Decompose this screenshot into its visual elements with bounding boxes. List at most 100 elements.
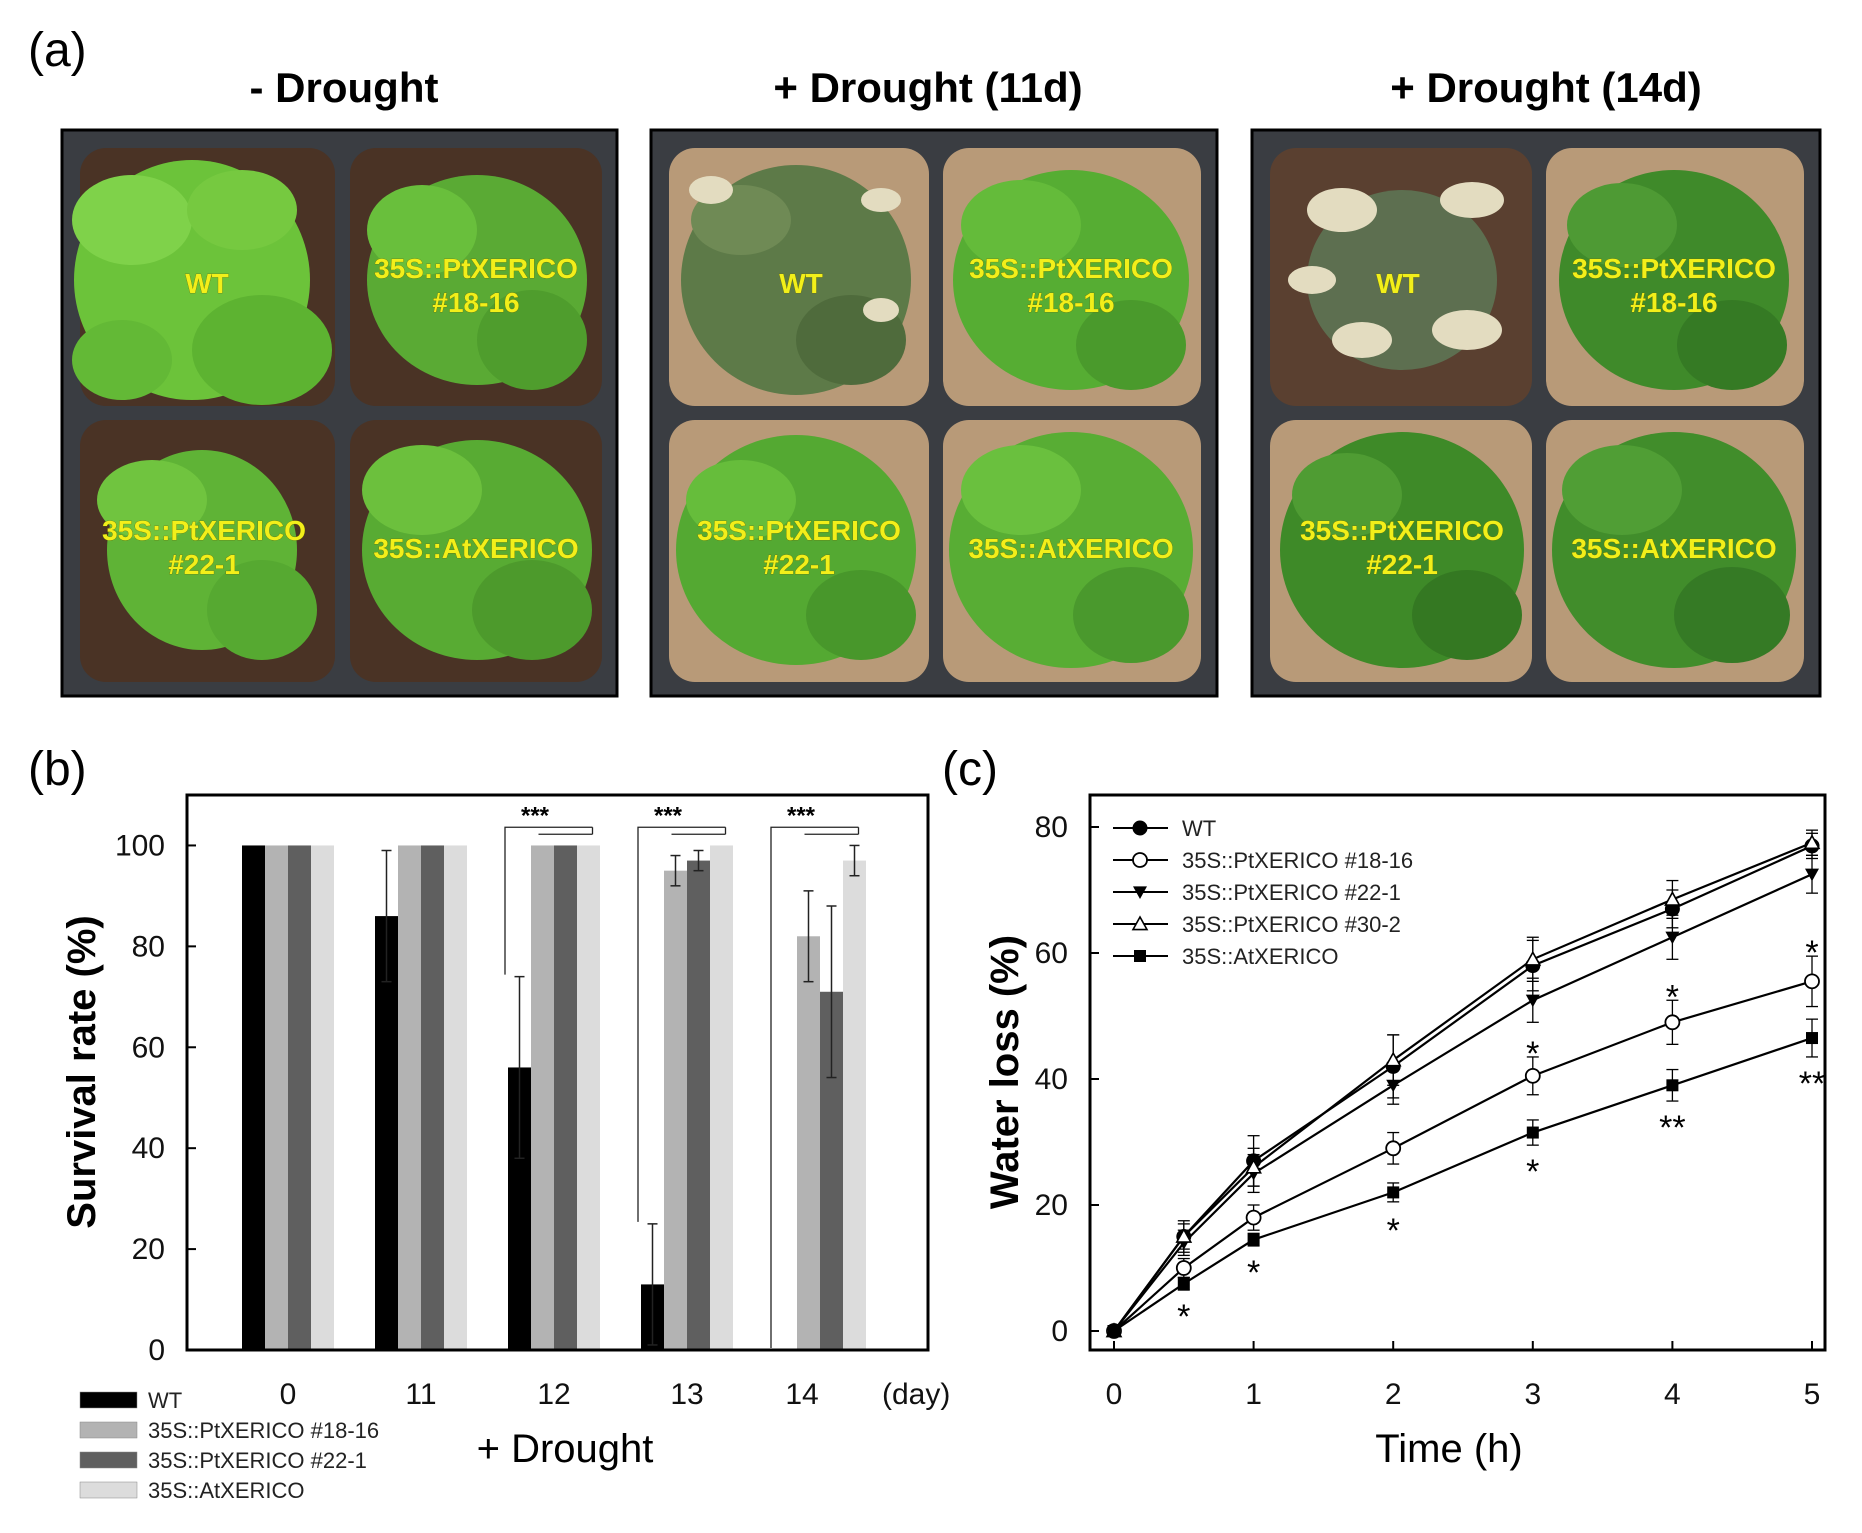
plant-label-pt22-line1: 35S::PtXERICO [102,515,306,546]
legend-label: 35S::AtXERICO [1182,944,1339,969]
legend-swatch [79,1451,138,1469]
photo-drought-11d: WT 35S::PtXERICO #18-16 35S::PtXERICO #2… [649,128,1219,698]
legend-swatch [79,1421,138,1439]
bar-35s-ptxerico-22-1-day-12 [554,845,577,1350]
marker-35s-atxerico [1247,1233,1260,1246]
significance-bracket [770,826,859,1348]
x-unit-label: (day) [882,1378,950,1411]
y-tick-label: 60 [1035,937,1068,970]
y-tick-label: 20 [1035,1189,1068,1222]
plant-label-pt22-line1: 35S::PtXERICO [697,515,901,546]
legend-marker [1131,915,1149,931]
plant-label-at: 35S::AtXERICO [373,533,578,564]
x-tick-label: 5 [1804,1378,1821,1411]
photo-drought-14d: WT 35S::PtXERICO #18-16 35S::PtXERICO #2… [1250,128,1822,698]
significance-star: * [1666,978,1679,1016]
legend-marker [1134,950,1146,962]
x-tick-label: 11 [405,1378,436,1411]
legend-label: 35S::PtXERICO #30-2 [1182,912,1401,937]
marker-35s-ptxerico-18-16 [1804,973,1820,990]
bar-35s-ptxerico-22-1-day-13 [687,860,710,1350]
marker-35s-atxerico [1108,1325,1120,1337]
panel-b: (b) *** *** *** 0 20 40 60 80 100 0 11 12 13 14 (da… [28,743,950,1503]
x-tick-label: 14 [785,1378,818,1411]
bar-35s-ptxerico-18-16-day-11 [398,845,421,1350]
plant-foliage [676,165,1193,668]
photo-no-drought: WT 35S::PtXERICO #18-16 35S::PtXERICO #2… [60,128,619,698]
significance-star: * [1526,1035,1539,1073]
y-tick-label: 60 [132,1031,165,1064]
marker-35s-ptxerico-22-1 [1386,1079,1401,1093]
y-axis-ticks: 0 20 40 60 80 [1035,811,1099,1348]
marker-35s-ptxerico-18-16 [1245,1209,1262,1226]
significance-label: *** [787,802,816,829]
marker-35s-atxerico [1387,1186,1400,1199]
panel-c-letter: (c) [942,743,998,796]
marker-35s-ptxerico-18-16 [1175,1260,1192,1276]
plant-label-at: 35S::AtXERICO [1571,533,1776,564]
legend-label: 35S::PtXERICO #22-1 [148,1448,367,1473]
water-loss-significance: *********** [1177,934,1825,1336]
x-axis-title: + Drought [477,1427,654,1471]
significance-star: * [1177,1298,1190,1336]
y-tick-label: 80 [132,930,165,963]
bar-35s-ptxerico-18-16-day-0 [265,845,288,1350]
marker-35s-ptxerico-30-2 [1524,950,1542,966]
legend-marker [1132,852,1148,868]
plant-label-pt22-line2: #22-1 [168,549,240,580]
panel-b-letter: (b) [28,743,87,796]
bar-wt-day-11 [375,916,398,1350]
legend-label: 35S::PtXERICO #18-16 [148,1418,379,1443]
photo-title-no-drought: - Drought [250,64,439,111]
x-tick-label: 3 [1524,1378,1541,1411]
line-35s-ptxerico-18-16 [1113,980,1813,1332]
significance-star: * [1387,1212,1400,1250]
significance-star: ** [1659,1109,1685,1147]
legend-marker [1133,886,1147,899]
y-tick-label: 80 [1035,811,1068,844]
significance-bracket [504,826,593,975]
legend-label: 35S::AtXERICO [148,1478,305,1503]
bar-35s-ptxerico-22-1-day-11 [421,845,444,1350]
plant-label-pt18-line1: 35S::PtXERICO [374,253,578,284]
plot-frame [1088,793,1827,1352]
y-tick-label: 40 [132,1132,165,1165]
survival-error-bars [381,844,860,1346]
marker-35s-ptxerico-30-2 [1175,1227,1193,1243]
marker-35s-ptxerico-22-1 [1805,868,1819,882]
marker-35s-atxerico [1806,1032,1818,1045]
survival-significance: *** *** *** [504,802,860,1348]
x-axis-title: Time (h) [1375,1427,1522,1471]
bar-35s-ptxerico-22-1-day-14 [820,991,843,1350]
legend-swatch [79,1481,138,1499]
y-tick-label: 100 [115,829,165,862]
x-tick-label: 0 [1106,1378,1123,1411]
plant-label-pt18-line2: #18-16 [1027,287,1114,318]
marker-35s-ptxerico-22-1 [1525,994,1540,1008]
significance-star: * [1805,934,1818,972]
y-tick-label: 0 [1051,1315,1068,1348]
significance-label: *** [521,802,550,829]
legend-label: WT [148,1388,182,1413]
x-tick-label: 13 [670,1378,703,1411]
legend-swatch [79,1391,138,1409]
plot-frame [185,793,930,1352]
photo-title-drought-14d: + Drought (14d) [1390,64,1702,111]
legend-label: WT [1182,816,1216,841]
plant-label-wt: WT [1376,268,1420,299]
bar-wt-day-0 [242,845,265,1350]
x-tick-label: 12 [537,1378,570,1411]
marker-35s-ptxerico-30-2 [1664,890,1681,906]
water-loss-markers [1105,834,1821,1339]
marker-35s-ptxerico-30-2 [1245,1158,1262,1174]
legend-label: 35S::PtXERICO #18-16 [1182,848,1413,873]
marker-35s-atxerico [1666,1079,1679,1092]
bar-35s-atxerico-day-0 [311,845,334,1350]
bar-35s-ptxerico-18-16-day-14 [797,936,820,1350]
bar-35s-ptxerico-18-16-day-12 [531,845,554,1350]
x-tick-label: 1 [1245,1378,1262,1411]
marker-35s-ptxerico-30-2 [1803,834,1821,850]
panel-a: (a) - Drought + Drought (11d) + Drought … [28,24,1822,698]
